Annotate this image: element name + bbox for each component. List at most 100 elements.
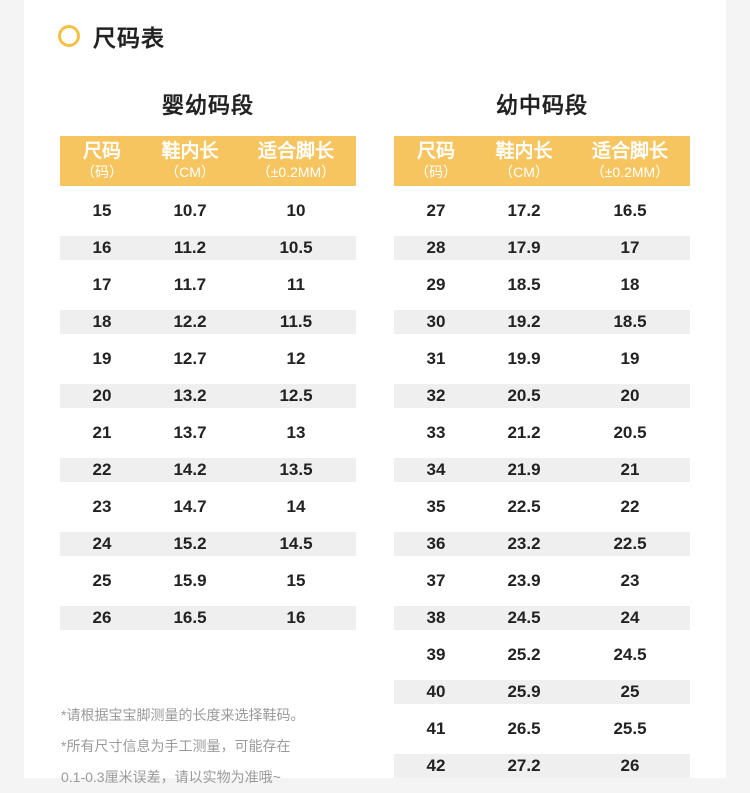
- table-cell: 13.2: [173, 386, 207, 405]
- table-cell: 14.2: [173, 460, 207, 479]
- table-row: 42 27.2 26: [394, 754, 690, 778]
- table-cell: 12.2: [173, 312, 207, 331]
- table-cell: 22.5: [507, 497, 541, 516]
- column-header-unit: （±0.2MM）: [256, 164, 336, 180]
- table-cell: 25: [92, 571, 112, 590]
- table-cell: 17: [92, 275, 112, 294]
- table-cell: 23.2: [507, 534, 541, 553]
- table-row: 21 13.7 13: [60, 421, 356, 445]
- table-cell: 18: [620, 275, 640, 294]
- column-header-unit: （CM）: [165, 164, 215, 180]
- table-row: 33 21.2 20.5: [394, 421, 690, 445]
- table-row: 16 11.2 10.5: [60, 236, 356, 260]
- table-cell: 17.2: [507, 201, 541, 220]
- table-cell: 34: [426, 460, 446, 479]
- column-header-label: 鞋内长: [495, 141, 553, 162]
- table-cell: 10.7: [173, 201, 207, 220]
- table-cell: 27: [426, 201, 446, 220]
- infant-size-table: 尺码 （码） 鞋内长 （CM） 适合脚长 （±0.2MM） 15 10.7 10 16 11.2 10…: [60, 136, 356, 643]
- table-cell: 26.5: [507, 719, 541, 738]
- table-row: 30 19.2 18.5: [394, 310, 690, 334]
- table-row: 20 13.2 12.5: [60, 384, 356, 408]
- column-header-unit: （码）: [415, 164, 457, 180]
- column-header: 尺码 （码）: [60, 136, 144, 186]
- column-header-label: 尺码: [82, 141, 121, 162]
- column-header-unit: （码）: [81, 164, 123, 180]
- table-cell: 28: [426, 238, 446, 257]
- table-cell: 20.5: [507, 386, 541, 405]
- table-row: 35 22.5 22: [394, 495, 690, 519]
- table-cell: 42: [426, 756, 446, 775]
- notes: *请根据宝宝脚测量的长度来选择鞋码。 *所有尺寸信息为手工测量，可能存在 0.1…: [61, 700, 304, 793]
- table-cell: 23.9: [507, 571, 541, 590]
- table-cell: 24.5: [507, 608, 541, 627]
- table-cell: 16: [286, 608, 306, 627]
- table-cell: 17: [620, 238, 640, 257]
- table-row: 36 23.2 22.5: [394, 532, 690, 556]
- table-cell: 22: [620, 497, 640, 516]
- toddler-table-title: 幼中码段: [495, 93, 588, 118]
- table-cell: 19: [92, 349, 112, 368]
- table-row: 18 12.2 11.5: [60, 310, 356, 334]
- table-cell: 18.5: [507, 275, 541, 294]
- table-row: 22 14.2 13.5: [60, 458, 356, 482]
- table-cell: 29: [426, 275, 446, 294]
- page-title: 尺码表: [93, 25, 165, 51]
- table-cell: 24: [92, 534, 112, 553]
- table-row: 25 15.9 15: [60, 569, 356, 593]
- column-header: 适合脚长 （±0.2MM）: [570, 136, 690, 186]
- table-cell: 22.5: [613, 534, 647, 553]
- table-cell: 31: [426, 349, 446, 368]
- table-cell: 27.2: [507, 756, 541, 775]
- table-row: 32 20.5 20: [394, 384, 690, 408]
- table-cell: 10.5: [279, 238, 313, 257]
- table-cell: 19.2: [507, 312, 541, 331]
- column-header-label: 适合脚长: [257, 141, 334, 162]
- table-cell: 24: [620, 608, 640, 627]
- table-cell: 20: [620, 386, 640, 405]
- column-header-label: 尺码: [416, 141, 455, 162]
- table-cell: 11.7: [173, 275, 207, 294]
- table-cell: 41: [426, 719, 446, 738]
- table-cell: 18.5: [613, 312, 647, 331]
- size-chart-card: 尺码表 婴幼码段 幼中码段 尺码 （码） 鞋内长 （CM） 适合脚长 （±0.2MM） 15…: [24, 0, 726, 785]
- table-cell: 15.9: [173, 571, 207, 590]
- table-header: 尺码 （码） 鞋内长 （CM） 适合脚长 （±0.2MM）: [394, 136, 690, 186]
- table-row: 26 16.5 16: [60, 606, 356, 630]
- table-cell: 15: [286, 571, 306, 590]
- table-row: 41 26.5 25.5: [394, 717, 690, 741]
- table-row: 27 17.2 16.5: [394, 199, 690, 223]
- table-row: 29 18.5 18: [394, 273, 690, 297]
- table-row: 34 21.9 21: [394, 458, 690, 482]
- table-cell: 13.5: [279, 460, 313, 479]
- table-cell: 15: [92, 201, 112, 220]
- table-cell: 30: [426, 312, 446, 331]
- table-cell: 33: [426, 423, 446, 442]
- table-cell: 25.5: [613, 719, 647, 738]
- table-cell: 23: [92, 497, 112, 516]
- toddler-size-table: 尺码 （码） 鞋内长 （CM） 适合脚长 （±0.2MM） 27 17.2 16.5 28 17.9…: [394, 136, 690, 791]
- table-row: 40 25.9 25: [394, 680, 690, 704]
- table-cell: 14: [286, 497, 306, 516]
- table-cell: 16.5: [173, 608, 207, 627]
- table-cell: 35: [426, 497, 446, 516]
- table-cell: 38: [426, 608, 446, 627]
- table-cell: 13.7: [173, 423, 207, 442]
- table-cell: 13: [286, 423, 306, 442]
- column-header-unit: （CM）: [499, 164, 549, 180]
- column-header-label: 适合脚长: [591, 141, 668, 162]
- table-cell: 32: [426, 386, 446, 405]
- table-row: 37 23.9 23: [394, 569, 690, 593]
- table-cell: 40: [426, 682, 446, 701]
- table-cell: 21: [620, 460, 640, 479]
- table-row: 17 11.7 11: [60, 273, 356, 297]
- section-header: 尺码表: [58, 20, 165, 52]
- note-line: *请根据宝宝脚测量的长度来选择鞋码。: [61, 707, 305, 723]
- table-cell: 15.2: [173, 534, 207, 553]
- column-header-unit: （±0.2MM）: [590, 164, 670, 180]
- table-cell: 12.7: [173, 349, 207, 368]
- table-cell: 36: [426, 534, 446, 553]
- table-row: 28 17.9 17: [394, 236, 690, 260]
- note-line: *所有尺寸信息为手工测量，可能存在: [61, 738, 291, 754]
- table-row: 31 19.9 19: [394, 347, 690, 371]
